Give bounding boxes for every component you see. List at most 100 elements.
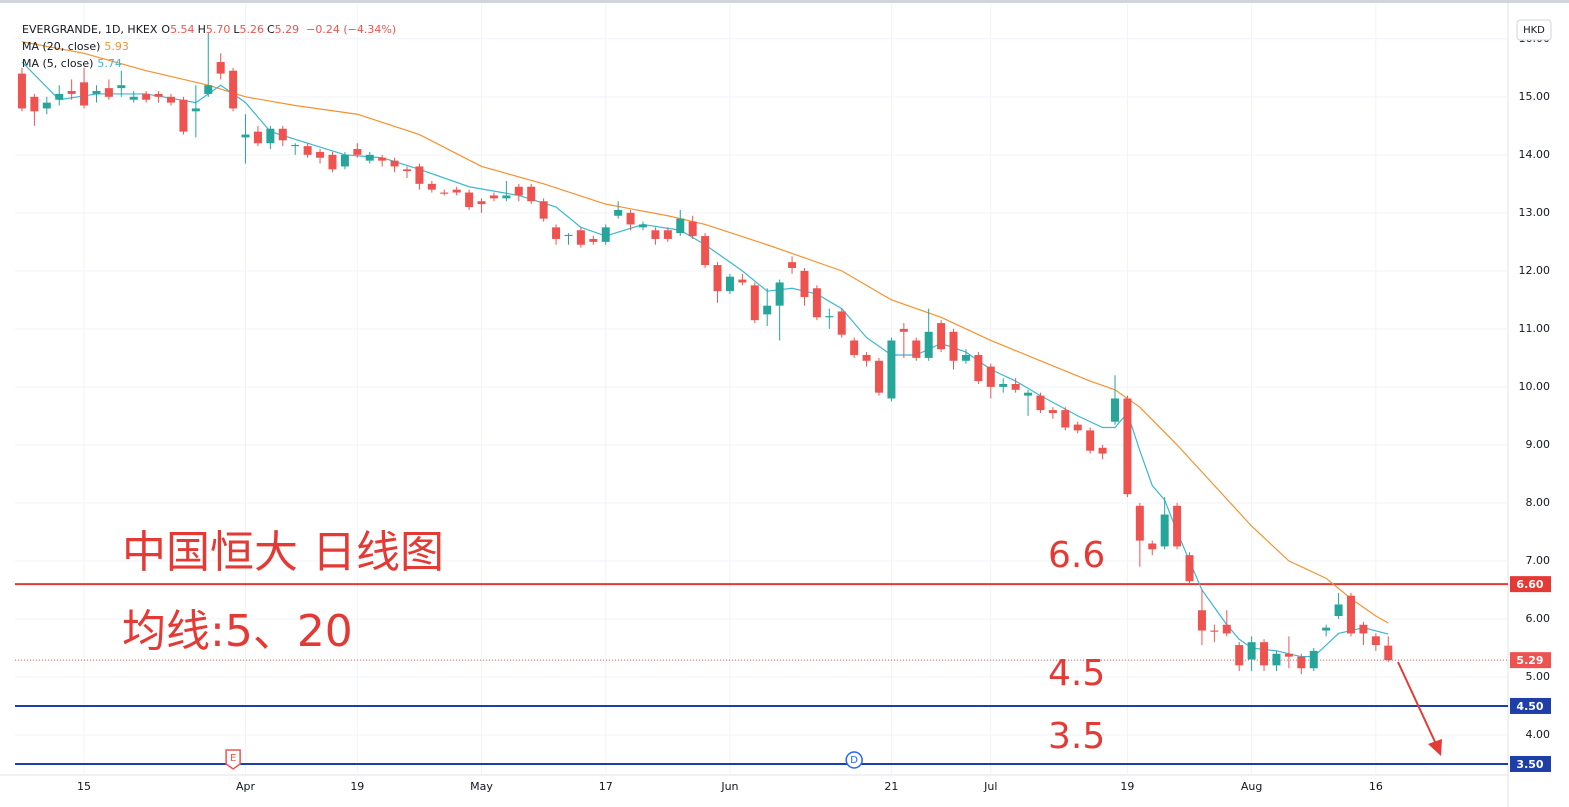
event-badge (225, 749, 241, 770)
candle-body (452, 189, 461, 193)
candle-body (104, 88, 113, 97)
candle-body (812, 288, 821, 318)
candle-body (1086, 430, 1095, 451)
candle-body (986, 366, 995, 387)
candle-body (763, 305, 772, 315)
candle-body (427, 183, 436, 190)
x-tick-label: 21 (884, 780, 898, 793)
candle-body (1098, 447, 1107, 454)
candle-body (601, 227, 610, 242)
candle-body (1210, 630, 1219, 632)
annotation: 中国恒大 日线图 (122, 527, 444, 578)
x-tick-label: Aug (1241, 780, 1262, 793)
candle-body (676, 218, 685, 234)
level-box (1510, 755, 1551, 772)
candle-body (899, 328, 908, 332)
ma-line (21, 41, 1389, 624)
candle-body (999, 383, 1008, 387)
x-tick-label: 19 (1120, 780, 1134, 793)
candle-body (514, 186, 523, 196)
y-tick-label: 9.00 (1526, 438, 1551, 451)
candle-body (1334, 604, 1343, 617)
y-tick-label: 5.00 (1526, 670, 1551, 683)
candle-body (17, 73, 26, 109)
candle-body (1135, 505, 1144, 541)
candle-body (477, 201, 486, 205)
y-tick-label: 4.00 (1526, 728, 1551, 741)
candle-body (701, 236, 710, 266)
candle-body (440, 192, 449, 194)
candle-body (1173, 505, 1182, 547)
candle-body (576, 230, 585, 245)
ma-legend: MA (20, close) 5.93 (22, 40, 133, 53)
candle-body (42, 102, 51, 109)
candle-body (67, 91, 76, 94)
candle-body (1272, 653, 1281, 666)
candle-body (465, 192, 474, 208)
candle-body (937, 323, 946, 350)
candle-body (167, 96, 176, 103)
ma-value: 5.93 (104, 40, 129, 53)
level-box (1510, 697, 1551, 714)
candle-body (365, 154, 374, 161)
change: −0.24 (−4.34%) (306, 23, 397, 36)
candle-body (278, 128, 287, 141)
candle-body (961, 354, 970, 361)
candle-body (229, 70, 238, 109)
candle-body (924, 331, 933, 358)
candle-body (626, 212, 635, 225)
candle-body (1197, 610, 1206, 631)
currency-box[interactable] (1516, 19, 1552, 41)
candle-body (688, 221, 697, 237)
candle-body (291, 144, 300, 147)
candle-body (1260, 642, 1269, 666)
candle-body (55, 93, 64, 100)
candle-body (1371, 636, 1380, 646)
event-label: E (230, 753, 236, 764)
candle-body (154, 93, 163, 97)
ohlc-key: O (161, 23, 171, 36)
candle-body (92, 91, 101, 94)
candle-body (241, 134, 250, 138)
candle-body (949, 331, 958, 361)
candle-body (639, 224, 648, 228)
candle-body (353, 149, 362, 155)
x-tick-label: 16 (1369, 780, 1383, 793)
candle-body (800, 270, 809, 297)
candle-body (1123, 398, 1132, 495)
annotation: 3.5 (1048, 716, 1105, 757)
level-box (1510, 652, 1551, 669)
y-tick-label: 12.00 (1519, 264, 1551, 277)
candle-body (887, 340, 896, 399)
candle-body (862, 354, 871, 361)
candle-body (1235, 645, 1244, 666)
ohlc-key: H (197, 23, 206, 36)
candle-body (415, 166, 424, 184)
candle-body (1309, 650, 1318, 669)
currency: HKD (1523, 25, 1545, 36)
y-tick-label: 10.00 (1519, 380, 1551, 393)
x-tick-label: Jul (983, 780, 997, 793)
candle-body (589, 238, 598, 242)
candle-body (1247, 642, 1256, 660)
x-tick-label: Jun (720, 780, 738, 793)
candle-body (1384, 645, 1393, 661)
candle-body (403, 169, 412, 172)
candle-body (912, 340, 921, 358)
candle-body (738, 279, 747, 283)
candle-body (651, 230, 660, 239)
candle-body (875, 360, 884, 393)
x-tick-label: Apr (236, 780, 256, 793)
candle-body (117, 85, 126, 89)
x-tick-label: 17 (599, 780, 613, 793)
candle-body (1111, 398, 1120, 422)
candle-body (552, 227, 561, 239)
ma-name: MA (20, close) (22, 40, 101, 53)
candle-body (539, 201, 548, 219)
candle-body (974, 354, 983, 382)
candle-body (788, 262, 797, 268)
y-tick-label: 15.00 (1519, 90, 1551, 103)
candle-body (191, 108, 200, 112)
